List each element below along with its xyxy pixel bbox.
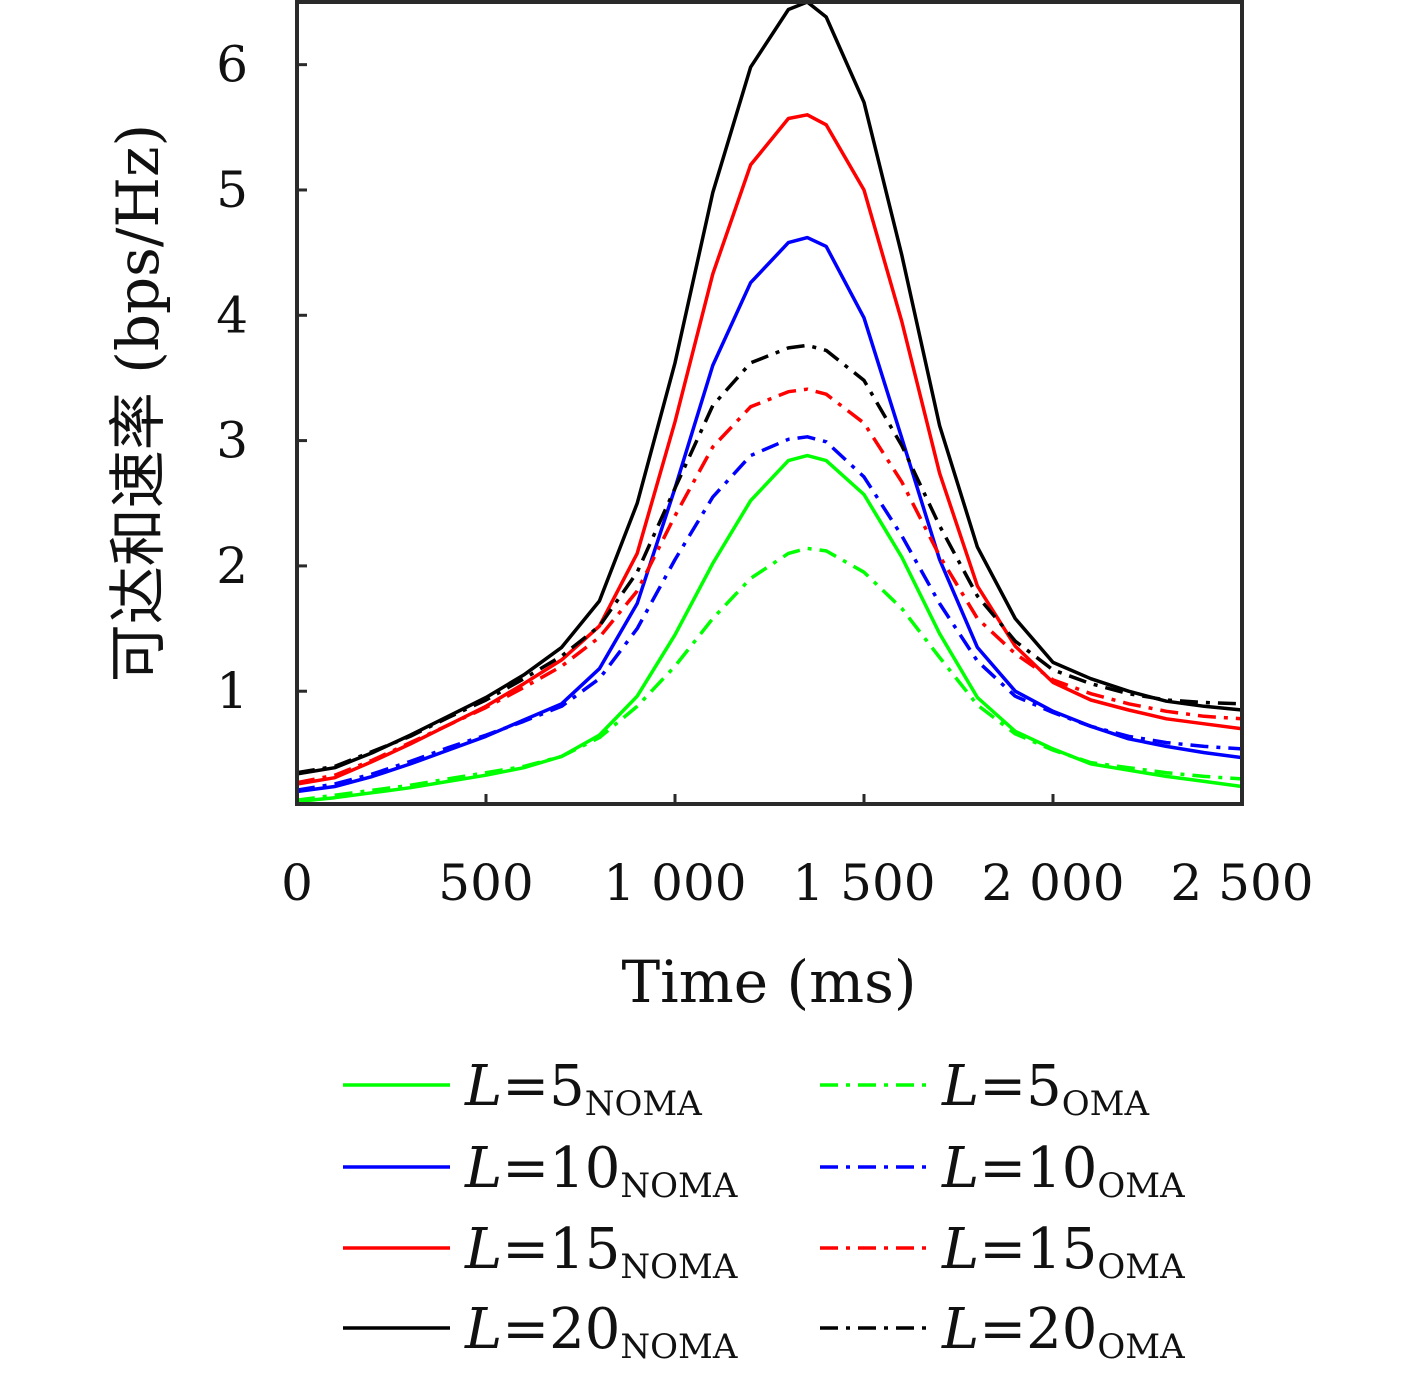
y-tick-label: 6 [216,36,248,94]
series-line-L10-noma [297,235,1242,794]
plot-frame [295,0,1244,806]
x-axis: 0 500 1 000 1 500 2 000 2 500 [281,794,1314,912]
series-line-L10-oma [297,435,1242,792]
legend-label: L=5OMA [941,1054,1149,1124]
legend: L=5NOMA L=5OMA L=10NOMA L=10OMA L=15NOMA L=15… [343,1054,1185,1367]
y-tick-label: 2 [216,537,248,595]
series-line-L15-oma [297,387,1242,785]
x-tick-label: 2 500 [1170,854,1313,912]
series-line-L20-noma [297,2,1242,776]
series-line-L5-oma [297,546,1242,802]
y-axis: 1 2 3 4 5 6 [216,36,307,720]
legend-label: L=15OMA [941,1217,1185,1287]
x-tick-label: 0 [281,854,313,912]
y-tick-label: 3 [216,412,248,470]
series-line-L20-oma [297,343,1242,775]
legend-label: L=5NOMA [464,1054,702,1124]
series-line-L15-noma [297,113,1242,786]
series-line-L5-noma [297,453,1242,804]
y-tick-label: 5 [216,161,248,219]
x-tick-label: 2 000 [981,854,1124,912]
legend-label: L=10OMA [941,1136,1185,1206]
x-tick-label: 500 [438,854,533,912]
legend-label: L=10NOMA [464,1136,738,1206]
x-tick-label: 1 000 [603,854,746,912]
legend-label: L=20NOMA [464,1297,738,1367]
legend-label: L=20OMA [941,1297,1185,1367]
series-layer [297,2,1242,804]
y-tick-label: 4 [216,286,248,344]
x-tick-label: 1 500 [792,854,935,912]
y-axis-title: 可达和速率 (bps/Hz) [104,124,172,682]
y-tick-label: 1 [216,662,248,720]
x-axis-title: Time (ms) [621,948,916,1016]
legend-label: L=15NOMA [464,1217,738,1287]
